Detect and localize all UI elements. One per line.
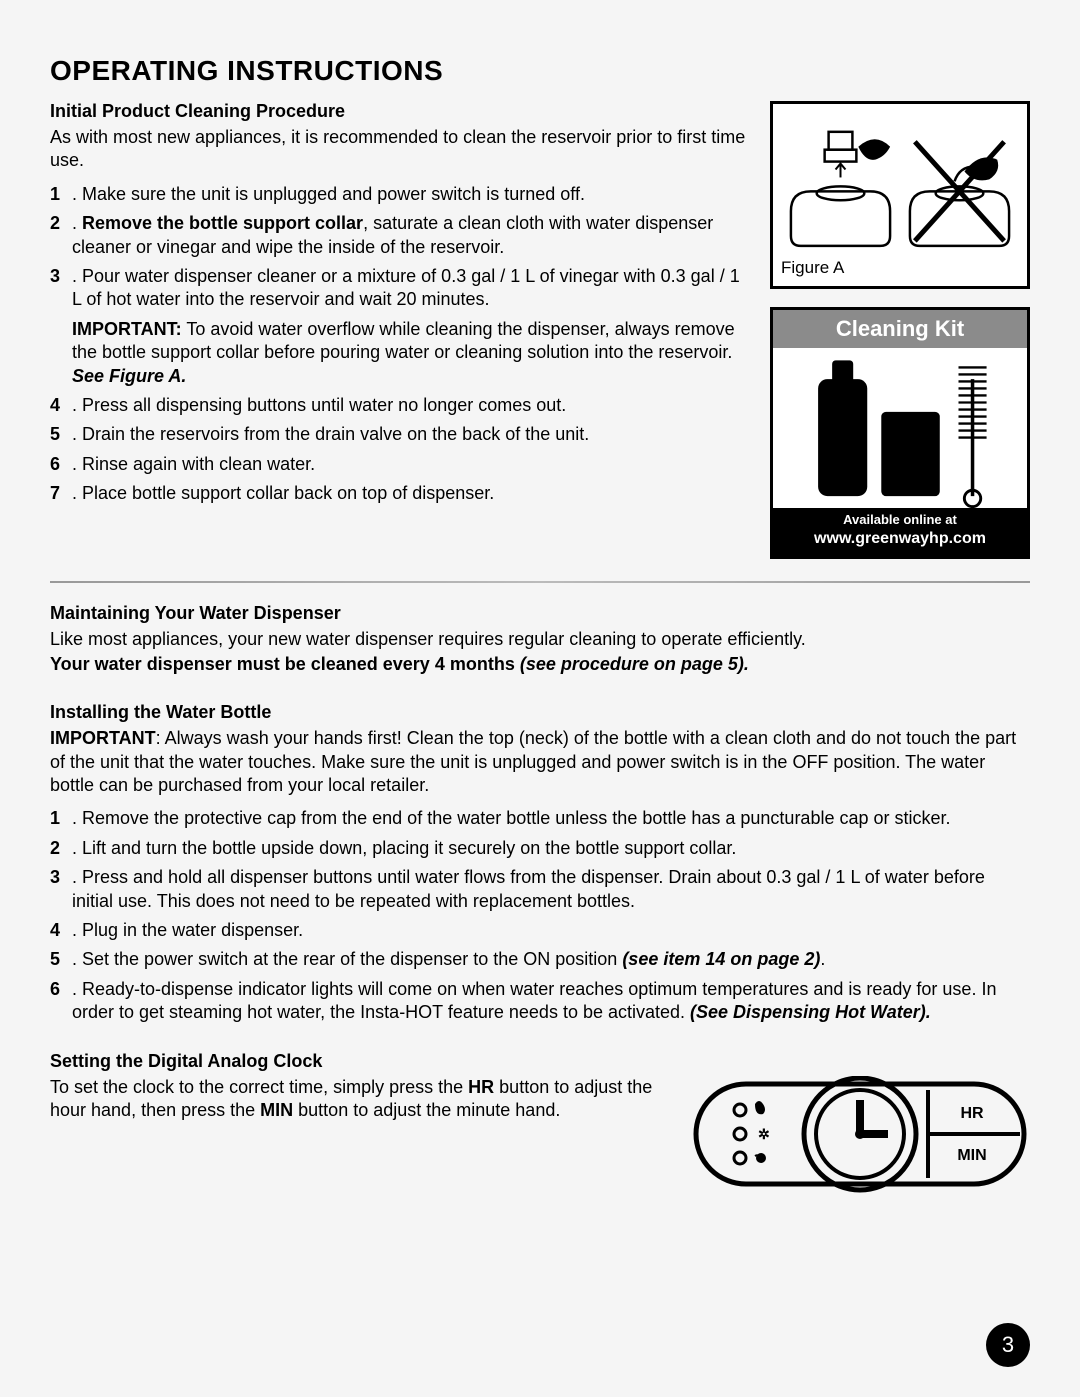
- maintaining-p2: Your water dispenser must be cleaned eve…: [50, 653, 1030, 676]
- figure-a-diagram: [781, 112, 1019, 251]
- sidebar: Figure A Cleaning Kit: [770, 101, 1030, 559]
- step-6: 6. Rinse again with clean water.: [72, 453, 750, 476]
- heading-maintaining: Maintaining Your Water Dispenser: [50, 603, 1030, 624]
- step-7: 7. Place bottle support collar back on t…: [72, 482, 750, 505]
- top-content-row: Initial Product Cleaning Procedure As wi…: [50, 101, 1030, 559]
- step-1: 1. Make sure the unit is unplugged and p…: [72, 183, 750, 206]
- page-number: 3: [986, 1323, 1030, 1367]
- cleaning-kit-illustration: [773, 348, 1027, 508]
- section-initial-cleaning: Initial Product Cleaning Procedure As wi…: [50, 101, 750, 559]
- section-installing-bottle: Installing the Water Bottle IMPORTANT: A…: [50, 702, 1030, 1024]
- installing-important: IMPORTANT: Always wash your hands first!…: [50, 727, 1030, 797]
- section-clock: Setting the Digital Analog Clock To set …: [50, 1051, 1030, 1201]
- page-title: OPERATING INSTRUCTIONS: [50, 55, 1030, 87]
- maintaining-p1: Like most appliances, your new water dis…: [50, 628, 1030, 651]
- min-button-label: MIN: [957, 1147, 986, 1164]
- clock-diagram: ✲ HR MIN: [690, 1076, 1030, 1201]
- step-5: 5. Drain the reservoirs from the drain v…: [72, 423, 750, 446]
- section-divider: [50, 581, 1030, 583]
- intro-paragraph: As with most new appliances, it is recom…: [50, 126, 750, 173]
- cleaning-kit-box: Cleaning Kit: [770, 307, 1030, 559]
- install-step-1: 1. Remove the protective cap from the en…: [72, 807, 1030, 830]
- install-step-2: 2. Lift and turn the bottle upside down,…: [72, 837, 1030, 860]
- step-3: 3. Pour water dispenser cleaner or a mix…: [72, 265, 750, 388]
- steps-initial-cleaning: 1. Make sure the unit is unplugged and p…: [50, 183, 750, 506]
- install-step-3: 3. Press and hold all dispenser buttons …: [72, 866, 1030, 913]
- cleaning-kit-title: Cleaning Kit: [773, 310, 1027, 348]
- heading-initial-cleaning: Initial Product Cleaning Procedure: [50, 101, 750, 122]
- step-2: 2. Remove the bottle support collar, sat…: [72, 212, 750, 259]
- install-step-5: 5. Set the power switch at the rear of t…: [72, 948, 1030, 971]
- hr-button-label: HR: [960, 1105, 984, 1122]
- figure-a: Figure A: [770, 101, 1030, 289]
- figure-a-label: Figure A: [781, 258, 1019, 278]
- heading-clock: Setting the Digital Analog Clock: [50, 1051, 1030, 1072]
- cleaning-kit-footer: Available online at www.greenwayhp.com: [773, 508, 1027, 556]
- clock-paragraph: To set the clock to the correct time, si…: [50, 1076, 660, 1123]
- install-step-6: 6. Ready-to-dispense indicator lights wi…: [72, 978, 1030, 1025]
- svg-text:✲: ✲: [758, 1126, 770, 1142]
- install-step-4: 4. Plug in the water dispenser.: [72, 919, 1030, 942]
- steps-installing: 1. Remove the protective cap from the en…: [50, 807, 1030, 1024]
- section-maintaining: Maintaining Your Water Dispenser Like mo…: [50, 603, 1030, 677]
- step-4: 4. Press all dispensing buttons until wa…: [72, 394, 750, 417]
- heading-installing: Installing the Water Bottle: [50, 702, 1030, 723]
